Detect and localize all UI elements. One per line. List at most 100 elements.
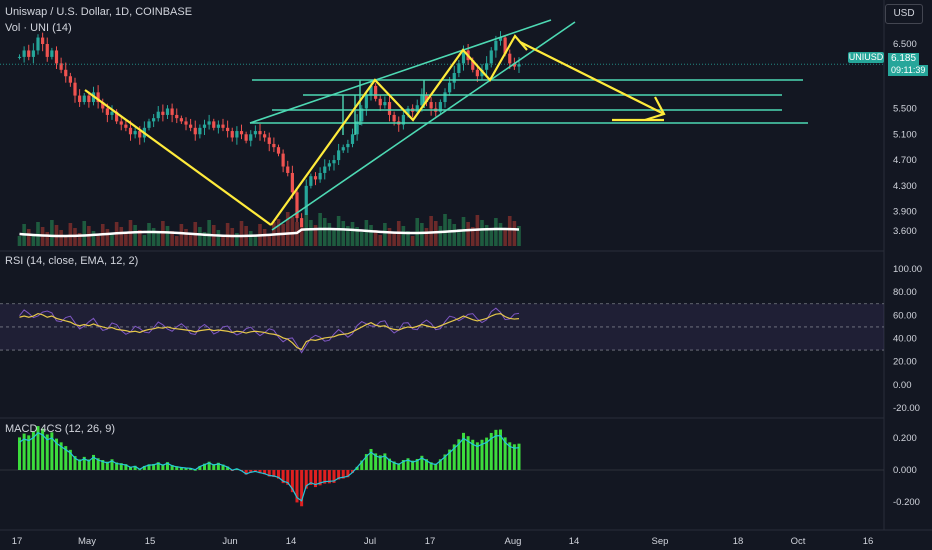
candle-body xyxy=(332,160,336,164)
yellow-zigzag-path xyxy=(270,34,528,226)
volume-bar xyxy=(401,226,406,246)
macd-histogram-bar xyxy=(152,463,156,470)
volume-bar xyxy=(235,233,239,246)
volume-bar xyxy=(290,217,295,246)
macd-histogram-bar xyxy=(68,449,72,470)
candle-body xyxy=(300,218,304,228)
candle-body xyxy=(22,50,26,57)
candle-body xyxy=(82,95,86,103)
candle-body xyxy=(253,131,257,135)
macd-histogram-bar xyxy=(55,438,58,470)
candle-body xyxy=(175,114,179,119)
volume-bar xyxy=(50,220,54,246)
macd-histogram-bar xyxy=(499,429,502,470)
candle-body xyxy=(36,37,40,51)
time-tick-label: 14 xyxy=(569,536,580,547)
volume-bar xyxy=(137,230,142,246)
candle-body xyxy=(508,53,512,64)
volume-bar xyxy=(198,227,202,246)
candle-body xyxy=(378,98,382,106)
macd-histogram-bar xyxy=(119,463,123,470)
macd-histogram-bar xyxy=(485,437,489,470)
macd-histogram-bar xyxy=(27,435,31,470)
volume-bar xyxy=(313,225,318,246)
candle-body xyxy=(170,108,174,115)
time-tick-label: Sep xyxy=(652,536,669,547)
macd-histogram-bar xyxy=(82,456,86,470)
macd-histogram-bar xyxy=(78,459,82,470)
volume-bar xyxy=(466,222,470,246)
macd-histogram-bar xyxy=(309,470,313,486)
macd-histogram-bar xyxy=(244,470,248,475)
candle-body xyxy=(105,108,109,115)
candle-body xyxy=(350,134,355,144)
macd-histogram-bar xyxy=(383,453,387,470)
candle-body xyxy=(54,50,59,64)
volume-bar xyxy=(179,224,184,246)
rsi-tick-label: 60.00 xyxy=(893,310,917,321)
macd-histogram-bar xyxy=(364,454,368,470)
candle-body xyxy=(202,124,207,128)
candle-body xyxy=(438,102,442,112)
volume-legend: Vol · UNI (14) xyxy=(5,22,72,34)
macd-histogram-bar xyxy=(448,449,452,470)
macd-histogram-bar xyxy=(203,463,206,470)
rsi-tick-label: 40.00 xyxy=(893,334,917,345)
candle-body xyxy=(267,137,271,144)
macd-tick-label: 0.000 xyxy=(893,465,917,476)
candle-body xyxy=(475,69,479,77)
price-tick-label: 4.700 xyxy=(893,155,917,166)
macd-histogram-bar xyxy=(503,437,507,470)
candle-body xyxy=(207,121,211,125)
macd-tick-label: -0.200 xyxy=(893,497,920,508)
volume-bar xyxy=(503,228,507,246)
macd-histogram-bar xyxy=(355,466,359,470)
candle-body xyxy=(221,124,225,128)
volume-bar xyxy=(170,231,174,246)
macd-histogram-bar xyxy=(290,470,294,493)
candle-body xyxy=(45,44,49,57)
candle-body xyxy=(489,50,493,64)
candle-body xyxy=(258,131,262,135)
candle-body xyxy=(212,121,216,128)
candle-body xyxy=(346,143,350,148)
volume-bar xyxy=(77,233,82,246)
candle-body xyxy=(263,134,267,138)
macd-histogram-bar xyxy=(508,442,512,470)
macd-histogram-bar xyxy=(87,459,91,470)
macd-histogram-bar xyxy=(22,433,26,470)
candle-body xyxy=(235,131,239,138)
candle-body xyxy=(138,131,142,138)
macd-histogram-bar xyxy=(327,470,331,484)
macd-histogram-bar xyxy=(142,465,146,470)
currency-button[interactable]: USD xyxy=(885,4,923,24)
volume-bar xyxy=(438,226,443,246)
volume-bar xyxy=(276,219,281,246)
macd-histogram-bar xyxy=(374,453,378,470)
volume-bar xyxy=(507,216,512,246)
volume-bar xyxy=(410,236,415,246)
volume-bar xyxy=(443,214,447,246)
volume-bar xyxy=(452,224,457,246)
macd-histogram-bar xyxy=(156,462,160,470)
candle-body xyxy=(406,108,410,115)
candle-body xyxy=(290,172,294,193)
candle-body xyxy=(68,76,72,83)
candle-body xyxy=(286,166,290,173)
macd-histogram-bar xyxy=(475,442,479,470)
price-tick-label: 4.300 xyxy=(893,181,917,192)
macd-histogram-bar xyxy=(59,442,63,470)
macd-histogram-bar xyxy=(166,462,169,470)
macd-histogram-bar xyxy=(147,464,151,470)
candle-body xyxy=(355,121,359,135)
volume-bar xyxy=(424,228,429,246)
macd-histogram-bar xyxy=(494,429,498,470)
volume-bar xyxy=(156,233,161,246)
candle-body xyxy=(189,124,193,128)
volume-bar xyxy=(262,229,267,246)
volume-bar xyxy=(91,231,96,246)
forecast-arrowhead xyxy=(644,96,666,122)
macd-histogram-bar xyxy=(438,459,442,470)
candle-body xyxy=(503,37,507,54)
